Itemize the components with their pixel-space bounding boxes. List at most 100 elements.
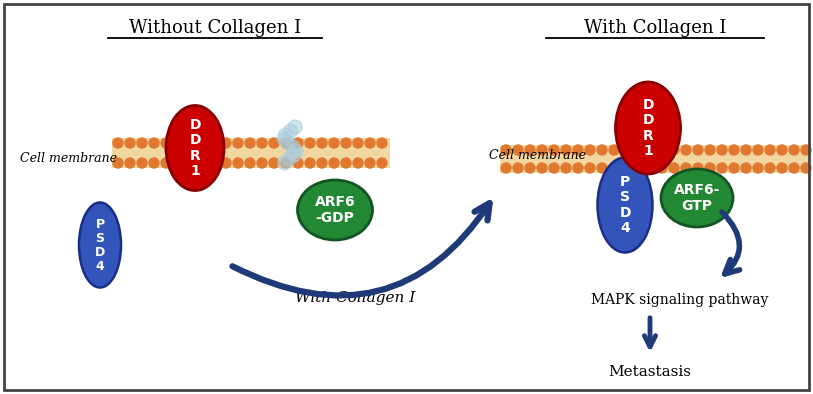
Circle shape [573, 145, 583, 155]
Circle shape [377, 138, 387, 148]
Circle shape [585, 145, 595, 155]
Circle shape [741, 145, 751, 155]
Circle shape [233, 138, 243, 148]
Circle shape [197, 158, 207, 168]
Circle shape [753, 145, 763, 155]
Circle shape [633, 145, 643, 155]
Circle shape [585, 163, 595, 173]
Circle shape [353, 158, 363, 168]
Circle shape [149, 138, 159, 148]
Ellipse shape [166, 106, 224, 191]
Circle shape [365, 138, 375, 148]
Circle shape [113, 158, 123, 168]
Circle shape [125, 138, 135, 148]
Circle shape [765, 145, 775, 155]
Circle shape [257, 138, 267, 148]
Text: With Collagen I: With Collagen I [584, 19, 726, 37]
Circle shape [789, 163, 799, 173]
Circle shape [282, 152, 296, 166]
Circle shape [305, 158, 315, 168]
Circle shape [609, 163, 619, 173]
Circle shape [669, 163, 679, 173]
Ellipse shape [598, 158, 653, 253]
Circle shape [257, 158, 267, 168]
Circle shape [717, 145, 727, 155]
Circle shape [288, 120, 302, 134]
Circle shape [281, 158, 291, 168]
Circle shape [549, 145, 559, 155]
Circle shape [657, 163, 667, 173]
Circle shape [549, 163, 559, 173]
Circle shape [597, 163, 607, 173]
Circle shape [669, 145, 679, 155]
Text: Cell membrane: Cell membrane [489, 149, 585, 162]
Circle shape [777, 163, 787, 173]
Circle shape [149, 158, 159, 168]
Text: Metastasis: Metastasis [608, 365, 692, 379]
Text: ARF6-
GTP: ARF6- GTP [674, 183, 720, 213]
Circle shape [741, 163, 751, 173]
Circle shape [657, 145, 667, 155]
Circle shape [284, 124, 298, 138]
Circle shape [681, 163, 691, 173]
Circle shape [280, 136, 294, 150]
Circle shape [161, 158, 171, 168]
Circle shape [525, 163, 535, 173]
Circle shape [221, 158, 231, 168]
Circle shape [137, 138, 147, 148]
Text: D
D
R
1: D D R 1 [189, 118, 201, 178]
Text: Without Collagen I: Without Collagen I [129, 19, 301, 37]
Circle shape [173, 158, 183, 168]
Circle shape [341, 158, 351, 168]
Text: MAPK signaling pathway: MAPK signaling pathway [591, 293, 768, 307]
Circle shape [137, 158, 147, 168]
Circle shape [365, 158, 375, 168]
Circle shape [645, 145, 655, 155]
Circle shape [501, 163, 511, 173]
Text: With Collagen I: With Collagen I [295, 291, 415, 305]
Circle shape [645, 163, 655, 173]
Circle shape [537, 163, 547, 173]
Circle shape [777, 145, 787, 155]
Circle shape [305, 138, 315, 148]
Circle shape [681, 145, 691, 155]
Circle shape [753, 163, 763, 173]
Circle shape [233, 158, 243, 168]
Circle shape [801, 163, 811, 173]
Circle shape [621, 163, 631, 173]
Text: Cell membrane: Cell membrane [20, 152, 116, 165]
Circle shape [377, 158, 387, 168]
Circle shape [277, 156, 292, 170]
Circle shape [765, 163, 775, 173]
Text: P
S
D
4: P S D 4 [95, 217, 105, 273]
Circle shape [573, 163, 583, 173]
Circle shape [621, 145, 631, 155]
Circle shape [209, 158, 219, 168]
Circle shape [537, 145, 547, 155]
Bar [500, 145, 810, 173]
Text: P
S
D
4: P S D 4 [620, 175, 631, 235]
Circle shape [329, 138, 339, 148]
Circle shape [286, 140, 300, 154]
Circle shape [341, 138, 351, 148]
Circle shape [287, 148, 301, 162]
Circle shape [269, 138, 279, 148]
Circle shape [279, 128, 293, 142]
Circle shape [717, 163, 727, 173]
Circle shape [281, 138, 291, 148]
Circle shape [801, 145, 811, 155]
Circle shape [561, 145, 571, 155]
Circle shape [293, 138, 303, 148]
Circle shape [317, 138, 327, 148]
Circle shape [513, 145, 523, 155]
Circle shape [705, 163, 715, 173]
Circle shape [729, 145, 739, 155]
Circle shape [789, 145, 799, 155]
Circle shape [693, 145, 703, 155]
Ellipse shape [661, 169, 733, 227]
Circle shape [269, 158, 279, 168]
Circle shape [293, 158, 303, 168]
Ellipse shape [298, 180, 372, 240]
Circle shape [277, 132, 291, 146]
Bar [112, 138, 390, 168]
